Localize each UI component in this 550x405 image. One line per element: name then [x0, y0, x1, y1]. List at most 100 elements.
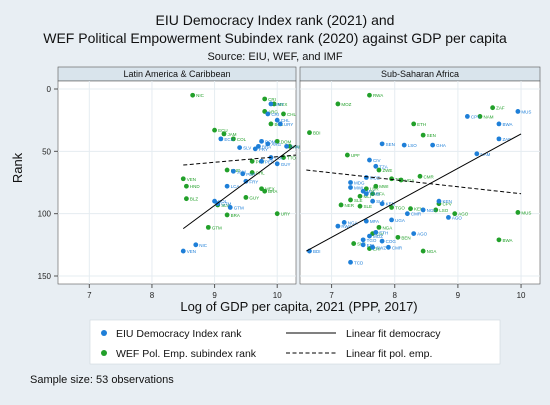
- wef-point: [351, 241, 357, 246]
- wef-point-label: SEN: [427, 133, 436, 138]
- democracy-point: [259, 158, 264, 164]
- wef-point: [389, 176, 394, 182]
- democracy-point: [379, 141, 385, 147]
- panel-title: Latin America & Caribbean: [123, 69, 230, 79]
- democracy-point: [379, 238, 385, 244]
- wef-point-label: HND: [231, 168, 241, 173]
- democracy-point-label: MLI: [367, 189, 375, 194]
- fit-line-democracy: [182, 144, 297, 230]
- wef-point-label: ZWE: [382, 168, 392, 173]
- democracy-point: [348, 180, 353, 185]
- wef-point: [357, 203, 363, 209]
- wef-point-label: URY: [281, 212, 290, 217]
- democracy-point-label: CMR: [411, 212, 422, 217]
- democracy-point-label: MUS: [521, 109, 531, 114]
- wef-point-label: NGA: [382, 225, 392, 230]
- democracy-point-label: BWA: [502, 122, 512, 127]
- wef-point-label: TTO: [287, 156, 296, 161]
- democracy-point-label: NGA: [348, 220, 358, 225]
- democracy-point: [363, 175, 369, 180]
- wef-point: [338, 202, 344, 208]
- democracy-point-label: GTM: [221, 202, 231, 207]
- democracy-point: [274, 117, 280, 123]
- democracy-point-label: CMR: [392, 245, 403, 250]
- wef-point-label: CMR: [424, 174, 435, 179]
- wef-point: [420, 248, 426, 254]
- wef-point-label: ZAF: [496, 106, 505, 111]
- democracy-point: [446, 215, 451, 220]
- legend-label: Linear fit democracy: [346, 328, 441, 340]
- x-tick-label: 7: [87, 291, 92, 300]
- democracy-point-label: AGO: [417, 232, 428, 237]
- democracy-point-label: ETH: [379, 230, 388, 235]
- wef-point: [411, 121, 417, 127]
- wef-point-label: KEN: [414, 207, 423, 212]
- democracy-point-label: GUY: [281, 162, 291, 167]
- democracy-point-label: MDG: [354, 181, 365, 186]
- democracy-point-label: AGO: [452, 215, 463, 220]
- democracy-point: [464, 114, 470, 119]
- wef-point: [490, 105, 496, 111]
- wef-point-label: DOM: [281, 139, 292, 144]
- wef-point-label: BDI: [313, 131, 321, 136]
- wef-point-label: JAM: [227, 132, 236, 137]
- wef-point: [281, 111, 286, 117]
- wef-point: [224, 167, 230, 173]
- legend-label: Linear fit pol. emp.: [346, 348, 432, 360]
- democracy-point-label: ARG: [271, 142, 281, 147]
- democracy-point: [370, 244, 376, 250]
- democracy-point-label: CRI: [271, 112, 279, 117]
- legend-marker-wef: [101, 350, 107, 356]
- chart-subtitle: WEF Political Empowerment Subindex rank …: [43, 30, 507, 46]
- wef-point: [376, 224, 382, 230]
- democracy-point: [404, 211, 410, 217]
- x-axis-label: Log of GDP per capita, 2021 (PPP, 2017): [180, 299, 417, 314]
- wef-point-label: MOZ: [341, 102, 351, 107]
- wef-point: [190, 92, 196, 98]
- wef-point: [389, 205, 394, 210]
- democracy-point-label: TCD: [354, 260, 364, 265]
- wef-point: [367, 92, 372, 98]
- democracy-point: [193, 242, 199, 248]
- wef-point-label: COL: [237, 137, 247, 142]
- democracy-point-label: NAM: [480, 152, 490, 157]
- legend: EIU Democracy Index rank Linear fit democ…: [89, 319, 501, 365]
- democracy-point: [348, 185, 353, 190]
- democracy-point: [274, 161, 280, 167]
- panels-group: Latin America & Caribbean 0 50 100 150 7 8 9 10 N…: [38, 66, 541, 300]
- wef-point-label: NAM: [484, 114, 494, 119]
- wef-point: [221, 131, 227, 137]
- democracy-point: [373, 229, 379, 235]
- democracy-point: [401, 142, 407, 148]
- panel-title: Sub-Saharan Africa: [381, 69, 459, 79]
- panel-1: Latin America & Caribbean 0 50 100 150 7 8 9 10 N…: [38, 66, 302, 300]
- democracy-point-label: KEN: [386, 202, 395, 207]
- democracy-point: [411, 231, 417, 237]
- wef-point-label: VEN: [187, 177, 196, 182]
- wef-point-label: LSO: [439, 208, 449, 213]
- wef-point-label: BEN: [401, 235, 410, 240]
- wef-point: [230, 136, 236, 142]
- democracy-point: [243, 178, 249, 184]
- wef-point-label: CHL: [287, 112, 296, 117]
- democracy-point: [341, 219, 347, 225]
- wef-point-label: NGA: [427, 249, 437, 254]
- wef-point-label: CRI: [268, 97, 276, 102]
- democracy-point: [515, 109, 521, 114]
- democracy-point-label: GMB: [370, 192, 380, 197]
- wef-point-label: MWI: [379, 184, 388, 189]
- democracy-point-label: LCA: [231, 184, 240, 189]
- wef-point: [243, 195, 249, 200]
- legend-label: EIU Democracy Index rank: [116, 328, 242, 340]
- democracy-point-label: BOL: [218, 199, 228, 204]
- democracy-point: [265, 141, 271, 147]
- wef-point: [307, 130, 312, 136]
- democracy-point-label: GTM: [234, 205, 244, 210]
- democracy-point: [284, 143, 290, 149]
- wef-point-label: BFA: [376, 192, 385, 197]
- fit-line-wef: [306, 169, 522, 195]
- democracy-point-label: SLE: [376, 199, 385, 204]
- wef-point-label: SLV: [221, 203, 229, 208]
